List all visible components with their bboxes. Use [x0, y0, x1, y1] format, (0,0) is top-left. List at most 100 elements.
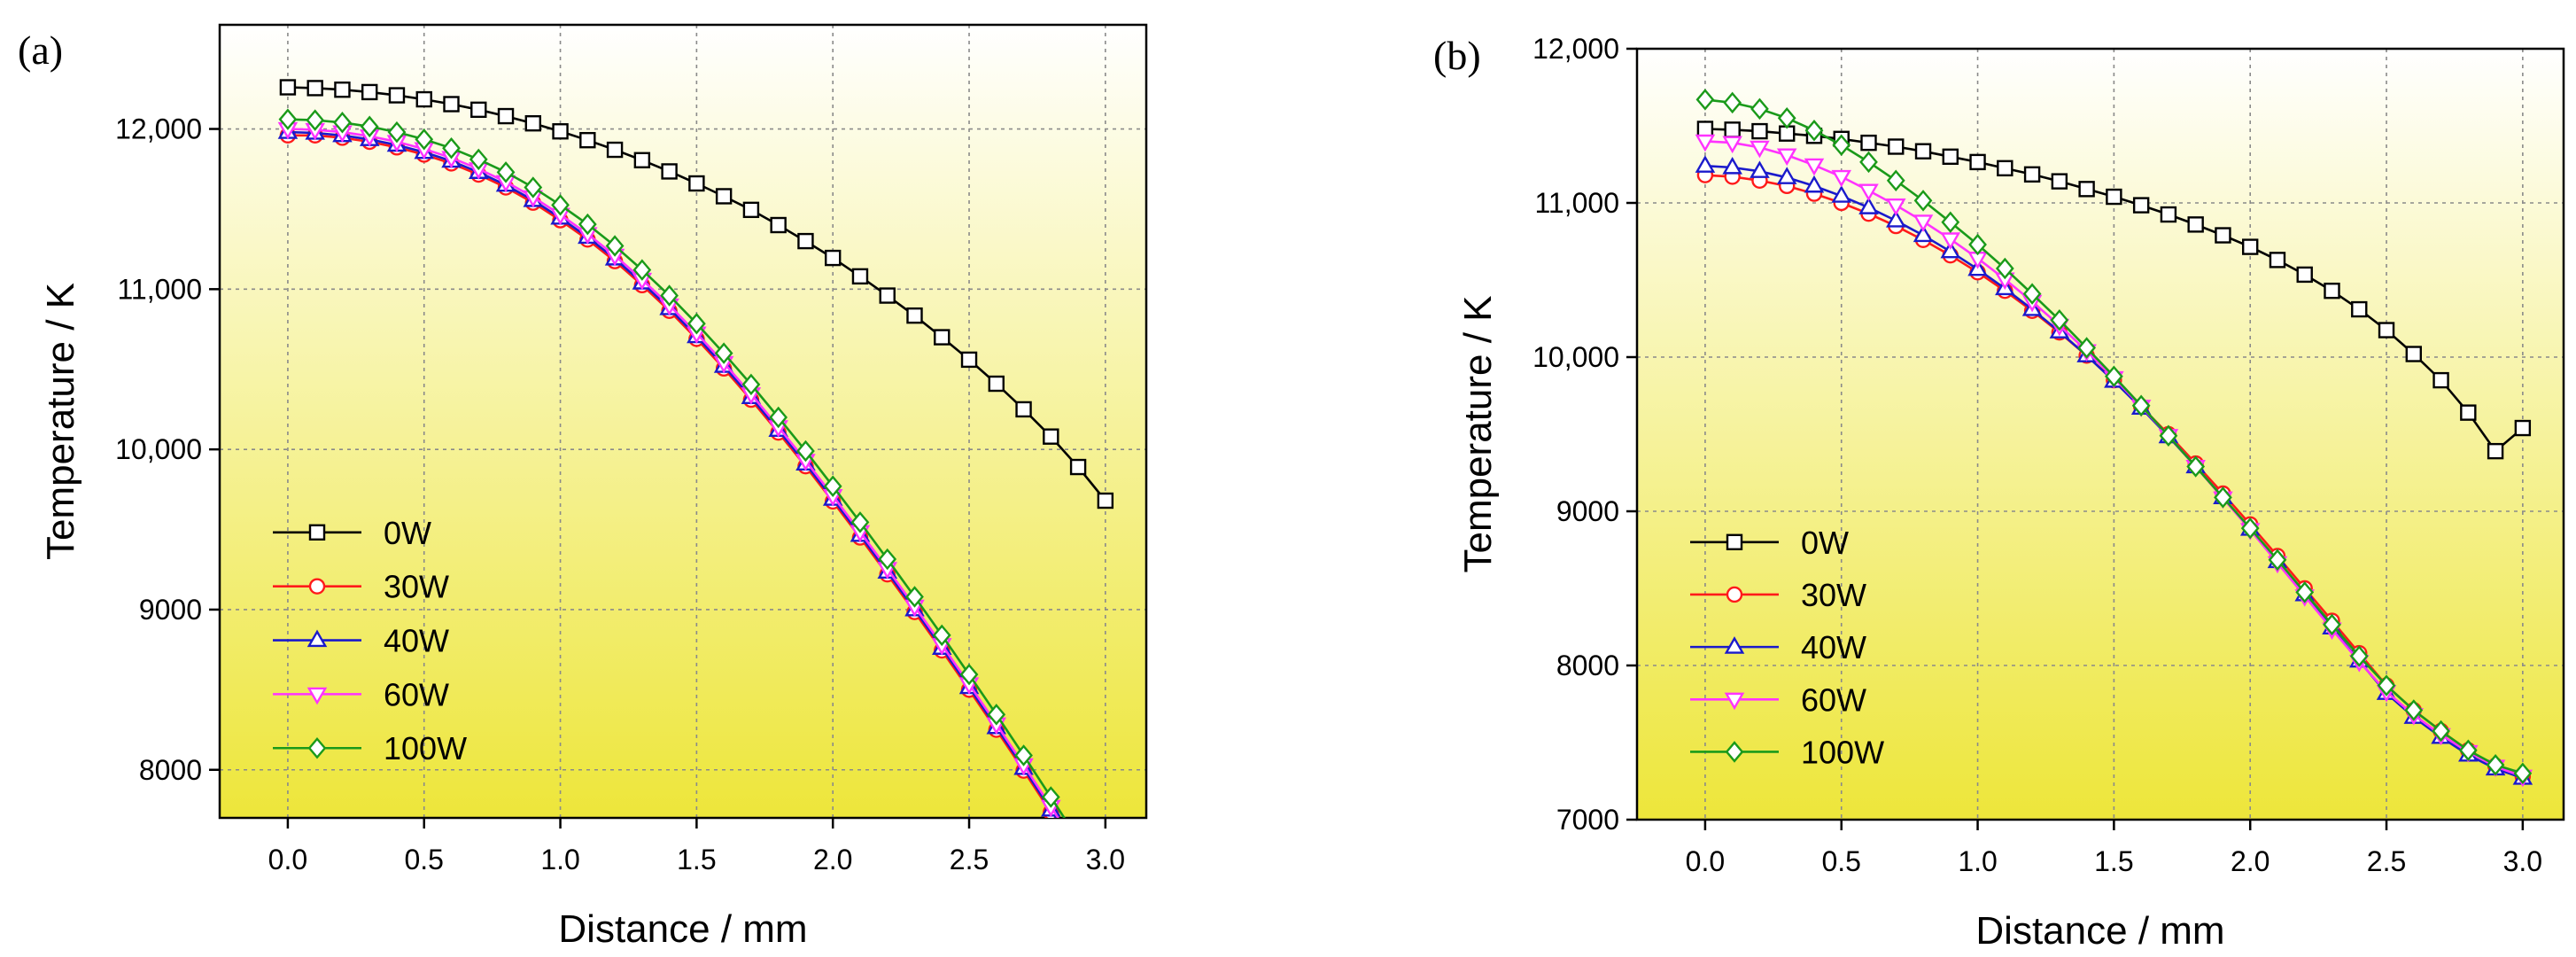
legend-label: 30W [384, 569, 449, 605]
data-point-60w [1098, 887, 1113, 901]
data-point-0w [1043, 428, 1059, 445]
data-point-100w [605, 235, 625, 257]
data-point-100w [850, 511, 870, 533]
x-tick-label: 1.5 [677, 844, 716, 875]
data-point-100w [1695, 89, 1715, 111]
x-tick-label: 2.0 [2231, 845, 2270, 877]
data-point-60w [1831, 169, 1852, 188]
y-tick-label: 7000 [1556, 804, 1619, 836]
data-point-30w [1071, 848, 1085, 862]
data-point-100w [2105, 365, 2123, 388]
data-point-0w [279, 79, 297, 96]
data-point-40w [1776, 167, 1797, 184]
data-point-100w [415, 128, 434, 151]
data-point-100w [1886, 169, 1905, 192]
data-point-0w [797, 232, 814, 250]
data-point-0w [879, 287, 896, 304]
legend-swatch-marker [1724, 692, 1745, 711]
data-point-60w [1913, 214, 1934, 232]
plot-background [1637, 49, 2564, 820]
data-point-0w [934, 329, 950, 346]
data-point-60w [1750, 140, 1770, 159]
data-point-60w [1940, 232, 1961, 250]
data-point-0w [2351, 300, 2368, 318]
data-point-100w [714, 342, 733, 364]
data-point-100w [2131, 394, 2151, 417]
legend-label: 100W [384, 730, 467, 766]
data-point-100w [333, 112, 352, 134]
data-point-60w [1722, 136, 1742, 154]
series-100w [278, 108, 1086, 849]
data-point-60w [1695, 134, 1716, 152]
y-axis-title: Temperature / K [39, 283, 82, 560]
data-point-40w [1804, 175, 1825, 193]
x-tick-label: 2.5 [2367, 845, 2406, 877]
legend-item-0w: 0W [273, 515, 431, 551]
y-tick-label: 12,000 [115, 113, 202, 145]
data-point-100w [687, 312, 706, 335]
data-point-100w [2050, 308, 2069, 331]
data-point-100w [1070, 830, 1086, 849]
data-point-40w [1913, 224, 1934, 243]
data-point-0w [2242, 238, 2259, 255]
legend-item-30w: 30W [1690, 577, 1866, 613]
data-point-100w [2513, 762, 2533, 785]
x-tick-label: 0.5 [1821, 845, 1860, 877]
data-point-100w [769, 406, 788, 429]
data-point-40w [1940, 240, 1961, 259]
data-point-0w [715, 188, 733, 205]
data-point-100w [1041, 786, 1060, 808]
x-tick-label: 0.0 [1686, 845, 1725, 877]
data-point-0w [334, 82, 351, 98]
data-point-100w [2159, 424, 2178, 447]
data-point-0w [960, 351, 978, 369]
x-tick-label: 1.5 [2094, 845, 2133, 877]
data-point-100w [306, 109, 325, 131]
data-point-100w [2295, 581, 2315, 603]
data-point-0w [497, 107, 515, 125]
x-tick-label: 3.0 [1086, 844, 1125, 875]
data-point-100w [987, 704, 1006, 726]
y-tick-label: 10,000 [1532, 341, 1619, 373]
data-point-100w [1777, 107, 1796, 129]
data-point-100w [1995, 257, 2014, 280]
data-point-100w [905, 586, 924, 608]
data-point-0w [633, 152, 651, 168]
data-point-60w [1070, 844, 1086, 858]
legend-item-40w: 40W [1690, 629, 1866, 665]
legend-item-40w: 40W [273, 623, 449, 659]
legend-item-60w: 60W [273, 676, 449, 712]
data-point-0w [2106, 188, 2122, 206]
data-point-0w [2460, 404, 2477, 421]
plot-frame [1635, 47, 2565, 821]
data-point-0w [1724, 121, 1741, 138]
data-point-100w [932, 624, 951, 647]
data-point-0w [2405, 346, 2422, 362]
x-tick-label: 3.0 [2503, 845, 2542, 877]
data-point-0w [688, 175, 705, 192]
data-point-0w [2078, 181, 2095, 198]
legend-label: 0W [1801, 525, 1849, 561]
legend-swatch-marker [1724, 636, 1745, 654]
data-point-100w [823, 475, 842, 497]
legend-label: 100W [1801, 734, 1884, 770]
legend-item-100w: 100W [273, 730, 467, 766]
data-point-100w [2458, 739, 2478, 761]
y-tick-label: 12,000 [1532, 33, 1619, 65]
data-point-30w [1098, 891, 1113, 905]
data-point-100w [2268, 549, 2287, 572]
data-point-100w [2349, 645, 2369, 667]
data-point-100w [959, 663, 979, 686]
data-point-40w [1885, 210, 1906, 228]
series-100w [1695, 89, 2533, 785]
data-point-100w [796, 440, 815, 463]
data-point-0w [415, 90, 432, 108]
data-point-100w [632, 259, 652, 281]
data-point-0w [552, 123, 569, 140]
data-point-0w [1888, 138, 1905, 155]
data-point-0w [2132, 197, 2150, 214]
data-point-60w [1804, 158, 1825, 176]
data-point-100w [1941, 211, 1960, 234]
legend-label: 40W [384, 623, 449, 659]
